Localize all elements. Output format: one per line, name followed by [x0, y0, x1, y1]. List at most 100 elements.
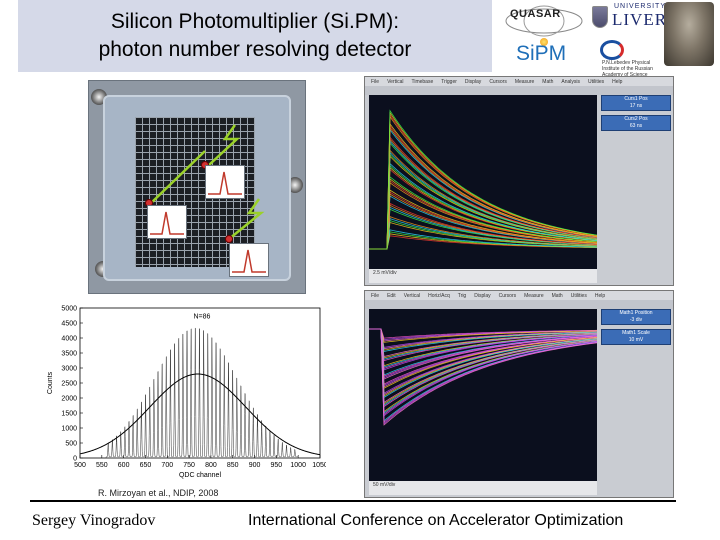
y-axis-label: Counts	[47, 371, 54, 394]
scope-menu-item[interactable]: Measure	[514, 78, 535, 85]
cursor2-position-button[interactable]: Curs2 Pos 63 ns	[601, 115, 671, 131]
math1-position-value: -3 div	[629, 317, 643, 323]
slide-title-line-2: photon number resolving detector	[98, 38, 412, 61]
pixel-hit-marker	[225, 235, 233, 243]
x-tick-label: 500	[74, 462, 86, 469]
cursor1-position-button[interactable]: Curs1 Pos 17 ns	[601, 95, 671, 111]
photon-count-histogram: 500 550 600 650 700 750 800 850 900 950 1000 105005…	[47, 306, 326, 480]
scope-menu-item[interactable]: Cursors	[489, 78, 507, 85]
y-tick-label: 2500	[61, 381, 77, 388]
scope-trace	[369, 328, 598, 389]
y-tick-label: 3000	[61, 366, 77, 373]
scope-menu-item[interactable]: Help	[612, 78, 623, 85]
y-tick-label: 5000	[61, 306, 77, 313]
oscilloscope-screenshot-top: File Vertical Timebase Trigger Display Cursor…	[364, 76, 674, 286]
conference-name: International Conference on Accelerator …	[248, 512, 624, 529]
sipm-spark-icon	[540, 38, 548, 46]
scope-trace	[369, 328, 598, 399]
x-tick-label: 850	[227, 462, 239, 469]
pulse-inset	[147, 205, 187, 239]
scope-menu-item[interactable]: File	[371, 292, 380, 299]
math1-scale-button[interactable]: Math1 Scale 10 mV	[601, 329, 671, 345]
scope-toolbar	[365, 300, 673, 309]
x-axis-label: QDC channel	[179, 472, 221, 479]
x-tick-label: 600	[118, 462, 130, 469]
scope-side-panel: Math1 Position -3 div Math1 Scale 10 mV	[601, 309, 671, 345]
y-tick-label: 4500	[61, 321, 77, 328]
chart-annotation: N=86	[193, 314, 210, 321]
cursor2-label: Curs2 Pos	[624, 116, 648, 122]
scope-menu-item[interactable]: Help	[594, 292, 606, 299]
scope-trace	[369, 328, 598, 417]
scope-trace	[369, 162, 598, 250]
x-tick-label: 550	[96, 462, 108, 469]
scope-trace	[369, 189, 598, 250]
scope-menu-item[interactable]: File	[371, 78, 380, 85]
scope-trace	[369, 176, 598, 250]
scope-screen	[369, 95, 598, 269]
scope-menubar: File Vertical Timebase Trigger Display Cursor…	[365, 77, 673, 86]
scope-trace	[369, 202, 598, 250]
y-tick-label: 4000	[61, 336, 77, 343]
scope-trace	[369, 328, 598, 426]
oscilloscope-screenshot-bottom: File Edit Vertical Horiz/Acq Trig Display Curs…	[364, 290, 674, 498]
pulse-inset	[229, 243, 269, 277]
y-tick-label: 1000	[61, 426, 77, 433]
scope-screen	[369, 309, 598, 481]
math1-position-button[interactable]: Math1 Position -3 div	[601, 309, 671, 325]
scope-menu-item[interactable]: Utilities	[588, 78, 605, 85]
scope-toolbar	[365, 86, 673, 95]
scope-menu-item[interactable]: Display	[464, 78, 482, 85]
x-tick-label: 800	[205, 462, 217, 469]
scope-menu-item[interactable]: Display	[474, 292, 491, 299]
title-banner: Silicon Photomultiplier (Si.PM): photon …	[18, 0, 492, 72]
scope-trace	[369, 328, 598, 408]
scope-trace	[369, 328, 598, 380]
scope-menubar: File Edit Vertical Horiz/Acq Trig Display Curs…	[365, 291, 673, 300]
mount-screw-icon	[287, 177, 303, 193]
slide-title-line-1: Silicon Photomultiplier (Si.PM):	[110, 10, 400, 33]
logo-strip: QUASAR UNIVERSITY OF LIVERPOOL SiPM P.N.…	[496, 0, 720, 78]
quasar-logo	[505, 5, 583, 37]
math1-scale-label: Math1 Scale	[622, 330, 650, 336]
scope-menu-item[interactable]: Trigger	[441, 78, 457, 85]
x-tick-label: 900	[249, 462, 261, 469]
x-tick-label: 700	[161, 462, 173, 469]
scope-menu-item[interactable]: Math	[551, 292, 563, 299]
x-tick-label: 950	[271, 462, 283, 469]
persistence-traces	[369, 328, 598, 426]
scope-menu-item[interactable]: Math	[542, 78, 554, 85]
scope-menu-item[interactable]: Analysis	[561, 78, 581, 85]
scope-menu-item[interactable]: Horiz/Acq	[428, 292, 450, 299]
lebedev-logo-text: P.N.Lebedev Physical Institute of the Ru…	[602, 60, 653, 78]
quasar-logo-text: QUASAR	[510, 8, 561, 20]
scope-menu-item[interactable]: Cursors	[498, 292, 517, 299]
scope-menu-item[interactable]: Utilities	[570, 292, 587, 299]
scope-menu-item[interactable]: Vertical	[387, 78, 404, 85]
presenter-name: Sergey Vinogradov	[32, 512, 156, 529]
x-tick-label: 750	[183, 462, 195, 469]
y-tick-label: 0	[73, 456, 77, 463]
portrait-image	[664, 2, 714, 66]
histogram-caption: R. Mirzoyan et al., NDIP, 2008	[98, 488, 219, 498]
scope-menu-item[interactable]: Vertical	[403, 292, 421, 299]
scope-readout: 50 mV/div	[373, 482, 396, 488]
scope-menu-item[interactable]: Trig	[457, 292, 467, 299]
x-tick-label: 650	[140, 462, 152, 469]
y-tick-label: 500	[65, 441, 77, 448]
scope-side-panel: Curs1 Pos 17 ns Curs2 Pos 63 ns	[601, 95, 671, 131]
cursor1-value: 17 ns	[629, 103, 643, 109]
scope-menu-item[interactable]: Measure	[524, 292, 544, 299]
photon-arrows	[148, 124, 265, 240]
scope-trace	[369, 328, 598, 362]
lebedev-logo-icon	[600, 40, 624, 60]
histogram-data-series	[80, 327, 320, 459]
scope-trace	[369, 122, 598, 250]
scope-menu-item[interactable]: Timebase	[411, 78, 434, 85]
cursor2-value: 63 ns	[629, 123, 643, 129]
scope-trace	[369, 136, 598, 250]
y-tick-label: 1500	[61, 411, 77, 418]
footer-divider	[30, 500, 676, 502]
sipm-logo-text: SiPM	[516, 42, 567, 65]
scope-menu-item[interactable]: Edit	[387, 292, 396, 299]
